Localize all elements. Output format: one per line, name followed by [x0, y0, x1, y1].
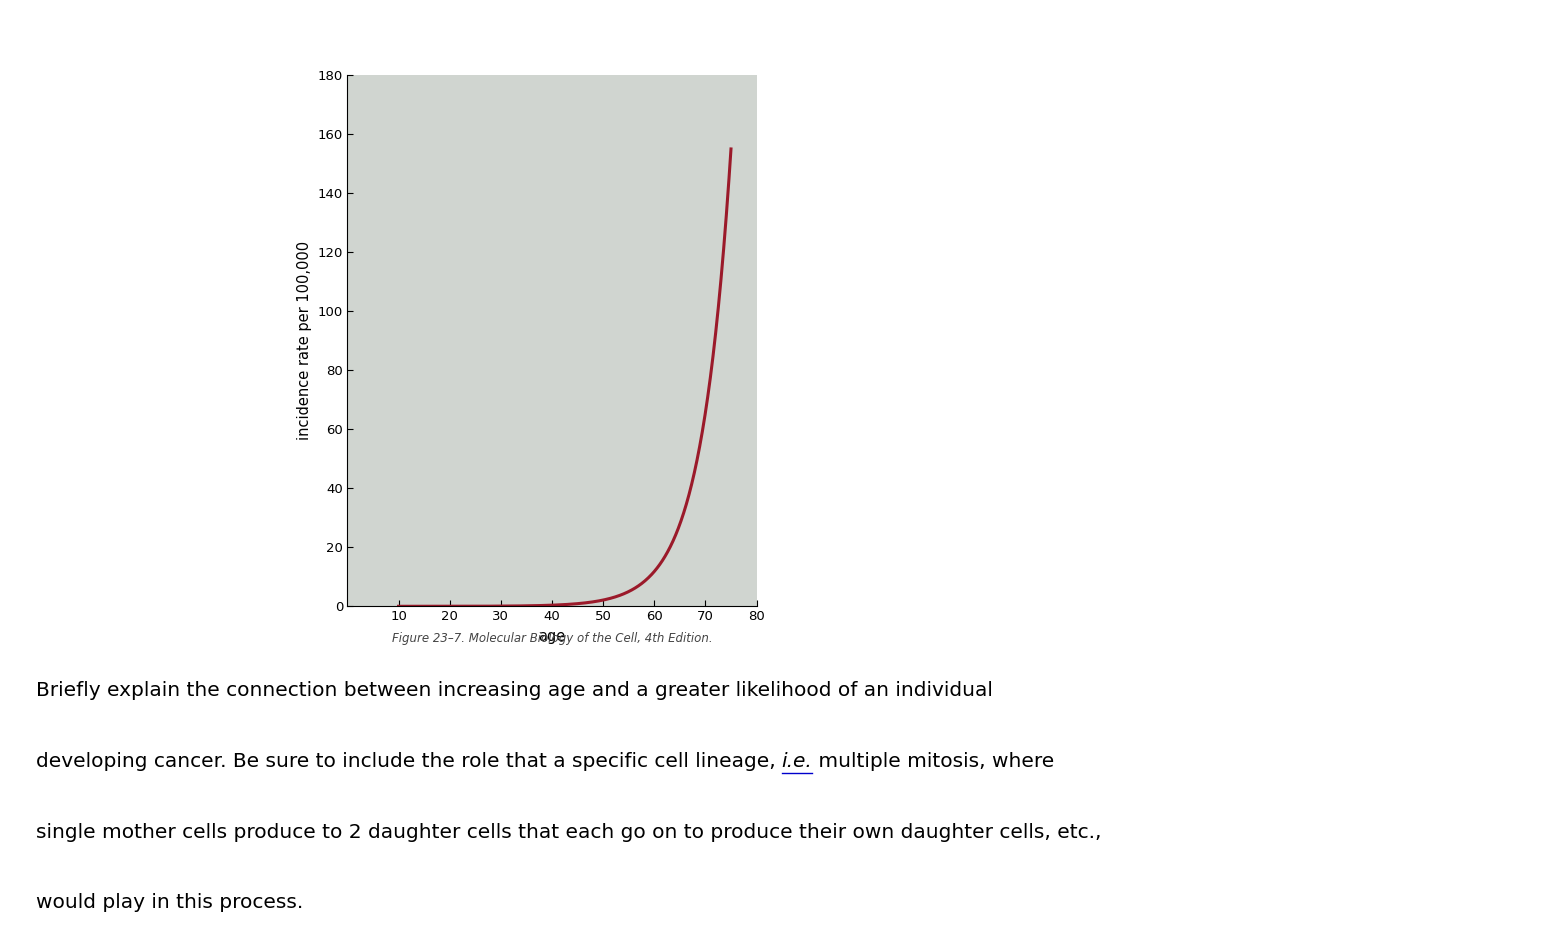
Text: multiple mitosis, where: multiple mitosis, where: [812, 752, 1055, 771]
Text: single mother cells produce to 2 daughter cells that each go on to produce their: single mother cells produce to 2 daughte…: [36, 822, 1101, 841]
Text: Briefly explain the connection between increasing age and a greater likelihood o: Briefly explain the connection between i…: [36, 682, 993, 700]
Text: would play in this process.: would play in this process.: [36, 893, 303, 912]
X-axis label: age: age: [539, 629, 565, 644]
Text: i.e.: i.e.: [781, 752, 812, 771]
Text: Figure 23–7. Molecular Biology of the Cell, 4th Edition.: Figure 23–7. Molecular Biology of the Ce…: [392, 632, 713, 645]
Text: developing cancer. Be sure to include the role that a specific cell lineage,: developing cancer. Be sure to include th…: [36, 752, 781, 771]
Y-axis label: incidence rate per 100,000: incidence rate per 100,000: [298, 242, 312, 440]
